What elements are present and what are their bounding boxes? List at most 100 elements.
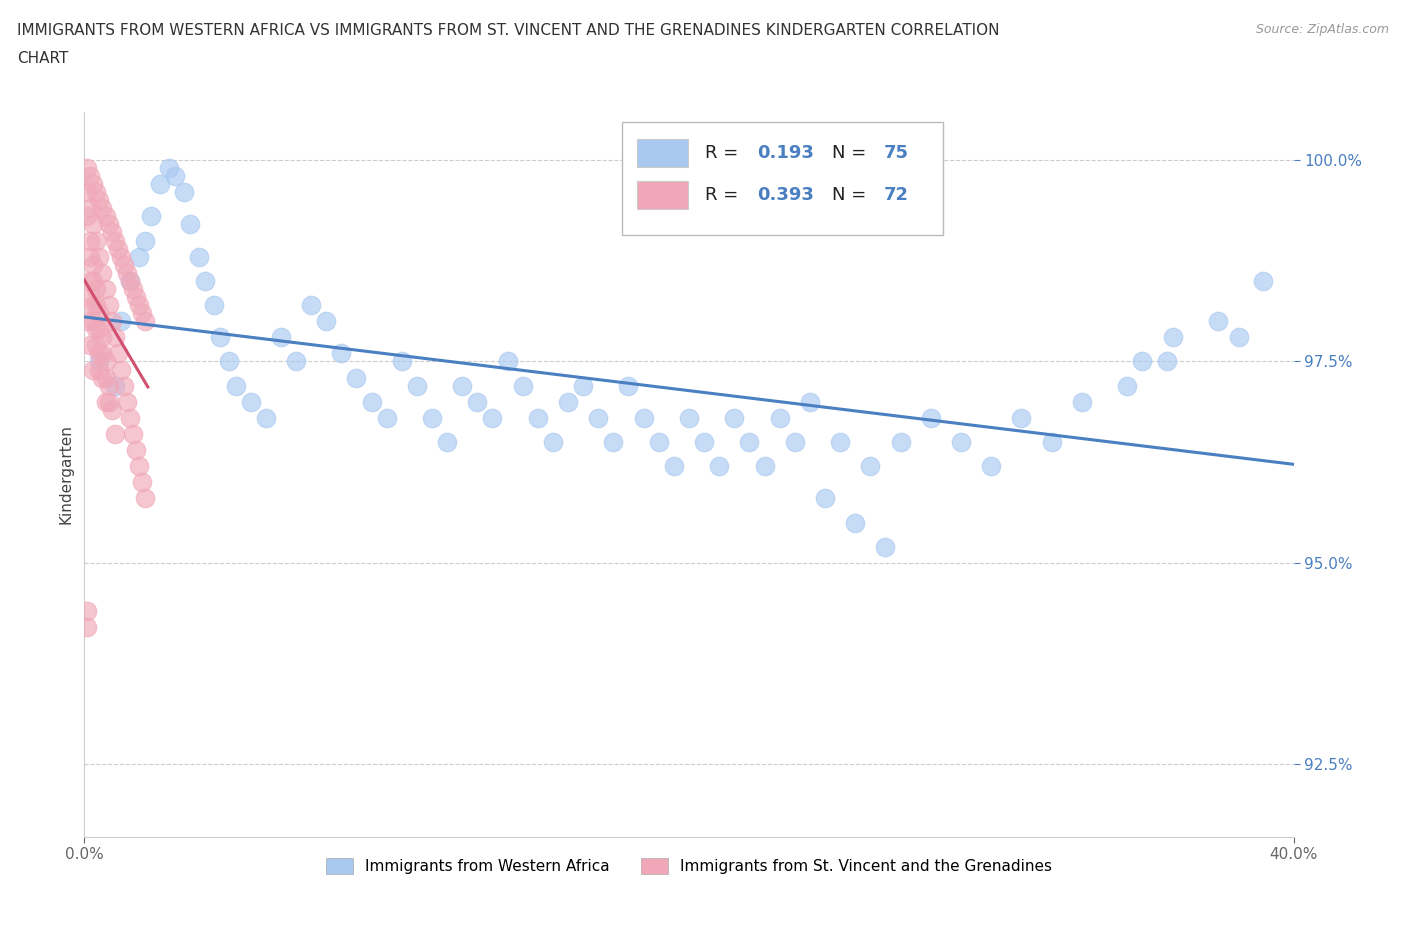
Point xyxy=(100,313,122,328)
Point xyxy=(375,410,398,425)
Point xyxy=(254,410,277,425)
Point xyxy=(107,241,129,256)
Point xyxy=(406,379,429,393)
Point xyxy=(104,330,127,345)
Point xyxy=(1206,313,1229,328)
Point xyxy=(1227,330,1250,345)
Point xyxy=(225,379,247,393)
Point xyxy=(76,313,98,328)
Point xyxy=(100,225,122,240)
Point xyxy=(844,515,866,530)
Point xyxy=(131,475,153,490)
Point xyxy=(950,434,973,449)
Point xyxy=(110,249,132,264)
Point xyxy=(467,394,489,409)
Point xyxy=(648,434,671,449)
Point xyxy=(104,427,127,442)
Point xyxy=(79,249,101,264)
Point xyxy=(738,434,761,449)
Point xyxy=(1116,379,1139,393)
Point xyxy=(134,491,156,506)
Point xyxy=(86,322,108,337)
Point xyxy=(1156,354,1178,369)
Point xyxy=(173,185,195,200)
Point xyxy=(91,330,114,345)
Point xyxy=(799,394,821,409)
Point xyxy=(202,298,225,312)
Point xyxy=(1040,434,1063,449)
Point xyxy=(97,379,120,393)
Point xyxy=(76,209,98,224)
Point xyxy=(94,370,117,385)
Y-axis label: Kindergarten: Kindergarten xyxy=(58,424,73,525)
Point xyxy=(693,434,716,449)
Point xyxy=(239,394,262,409)
Point xyxy=(100,403,122,418)
Point xyxy=(451,379,474,393)
Text: R =: R = xyxy=(704,144,744,162)
Point xyxy=(128,249,150,264)
Point xyxy=(188,249,211,264)
Point xyxy=(79,338,101,352)
Point xyxy=(89,322,111,337)
Point xyxy=(270,330,292,345)
Point xyxy=(86,185,108,200)
Point xyxy=(165,168,187,183)
Point xyxy=(125,443,148,458)
Point xyxy=(557,394,579,409)
Text: 0.193: 0.193 xyxy=(756,144,814,162)
Point xyxy=(97,394,120,409)
Text: N =: N = xyxy=(831,186,872,204)
Point xyxy=(209,330,232,345)
Point xyxy=(1011,410,1033,425)
Point xyxy=(89,354,111,369)
Point xyxy=(76,620,98,635)
Point xyxy=(875,539,897,554)
Point xyxy=(79,273,101,288)
Point xyxy=(754,458,776,473)
FancyBboxPatch shape xyxy=(637,181,688,209)
Point xyxy=(94,282,117,297)
Point xyxy=(330,346,353,361)
Point xyxy=(89,193,111,207)
Point xyxy=(662,458,685,473)
Point xyxy=(79,201,101,216)
Point xyxy=(82,362,104,377)
Point xyxy=(82,273,104,288)
Point xyxy=(588,410,610,425)
Point xyxy=(602,434,624,449)
Point xyxy=(118,273,141,288)
Point xyxy=(617,379,640,393)
Point xyxy=(104,233,127,248)
Text: 0.393: 0.393 xyxy=(756,186,814,204)
Text: CHART: CHART xyxy=(17,51,69,66)
Text: R =: R = xyxy=(704,186,744,204)
Point xyxy=(86,233,108,248)
Point xyxy=(82,177,104,192)
Point xyxy=(1071,394,1094,409)
Point xyxy=(194,273,217,288)
Point xyxy=(94,394,117,409)
Point xyxy=(79,233,101,248)
Point xyxy=(115,394,138,409)
Point xyxy=(128,298,150,312)
Point xyxy=(285,354,308,369)
Point xyxy=(110,313,132,328)
Point xyxy=(89,362,111,377)
Point xyxy=(89,249,111,264)
Point xyxy=(79,289,101,304)
FancyBboxPatch shape xyxy=(637,140,688,166)
Text: IMMIGRANTS FROM WESTERN AFRICA VS IMMIGRANTS FROM ST. VINCENT AND THE GRENADINES: IMMIGRANTS FROM WESTERN AFRICA VS IMMIGR… xyxy=(17,23,1000,38)
Point xyxy=(97,217,120,232)
Point xyxy=(104,379,127,393)
Point xyxy=(179,217,201,232)
Point xyxy=(420,410,443,425)
Point xyxy=(125,289,148,304)
Point xyxy=(709,458,731,473)
Point xyxy=(218,354,240,369)
Point xyxy=(633,410,655,425)
Text: Source: ZipAtlas.com: Source: ZipAtlas.com xyxy=(1256,23,1389,36)
Text: 75: 75 xyxy=(883,144,908,162)
Point xyxy=(82,313,104,328)
Point xyxy=(121,282,143,297)
